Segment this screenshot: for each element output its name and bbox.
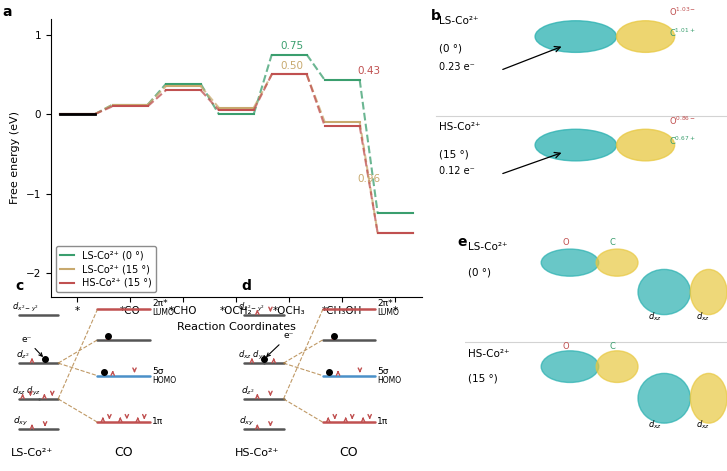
Text: HS-Co²⁺: HS-Co²⁺	[439, 122, 481, 132]
Text: O$^{0.86-}$: O$^{0.86-}$	[669, 114, 696, 127]
Text: 0.75: 0.75	[281, 41, 303, 51]
Text: d: d	[241, 279, 251, 293]
Ellipse shape	[535, 129, 616, 161]
Text: $d_{xz}$ $d_{yz}$: $d_{xz}$ $d_{yz}$	[238, 349, 267, 362]
Text: $d_{x^2-y^2}$: $d_{x^2-y^2}$	[12, 301, 39, 314]
Text: $d_{xz}$: $d_{xz}$	[696, 419, 710, 431]
Text: LS-Co²⁺: LS-Co²⁺	[439, 16, 478, 26]
Text: 2π*: 2π*	[377, 299, 393, 308]
Text: C: C	[609, 341, 615, 350]
Text: LS-Co²⁺: LS-Co²⁺	[11, 448, 53, 458]
Text: a: a	[3, 5, 12, 19]
Text: 2π*: 2π*	[152, 299, 167, 308]
Text: LUMO: LUMO	[377, 308, 399, 317]
Text: C$^{0.67+}$: C$^{0.67+}$	[669, 135, 696, 147]
Text: $d_{z^2}$: $d_{z^2}$	[16, 349, 29, 361]
Text: e⁻: e⁻	[267, 331, 294, 357]
Text: HOMO: HOMO	[152, 376, 176, 385]
Ellipse shape	[616, 21, 675, 52]
Text: HS-Co²⁺: HS-Co²⁺	[468, 349, 510, 358]
Text: C: C	[609, 237, 615, 246]
Text: LUMO: LUMO	[152, 308, 174, 317]
Text: HS-Co²⁺: HS-Co²⁺	[235, 448, 280, 458]
Text: 0.96: 0.96	[357, 174, 380, 184]
Text: $d_{xz}$: $d_{xz}$	[648, 310, 662, 323]
Text: 1π: 1π	[152, 417, 163, 426]
Text: HOMO: HOMO	[377, 376, 401, 385]
Text: C$^{1.01+}$: C$^{1.01+}$	[669, 26, 696, 39]
Text: LS-Co²⁺: LS-Co²⁺	[468, 242, 507, 252]
Legend: LS-Co²⁺ (0 °), LS-Co²⁺ (15 °), HS-Co²⁺ (15 °): LS-Co²⁺ (0 °), LS-Co²⁺ (15 °), HS-Co²⁺ (…	[56, 246, 156, 292]
Text: 0.12 e⁻: 0.12 e⁻	[439, 166, 475, 177]
Text: CO: CO	[114, 446, 133, 459]
Text: b: b	[430, 9, 441, 24]
Text: $d_{xz}$: $d_{xz}$	[648, 419, 662, 431]
Ellipse shape	[691, 269, 727, 315]
Text: 0.23 e⁻: 0.23 e⁻	[439, 63, 475, 73]
Y-axis label: Free energy (eV): Free energy (eV)	[10, 111, 20, 204]
Ellipse shape	[691, 374, 727, 423]
Ellipse shape	[638, 269, 691, 315]
Ellipse shape	[541, 351, 599, 382]
Ellipse shape	[616, 129, 675, 161]
Ellipse shape	[541, 249, 599, 276]
Text: (15 °): (15 °)	[468, 374, 498, 383]
Text: 0.43: 0.43	[357, 66, 380, 76]
Text: CO: CO	[340, 446, 358, 459]
Text: (0 °): (0 °)	[468, 267, 491, 277]
Ellipse shape	[596, 351, 638, 382]
Ellipse shape	[638, 374, 691, 423]
Text: 5σ: 5σ	[377, 367, 389, 376]
Text: (15 °): (15 °)	[439, 150, 469, 160]
Text: $d_{z^2}$: $d_{z^2}$	[241, 384, 254, 397]
Text: $d_{xz}$: $d_{xz}$	[696, 310, 710, 323]
Text: 1π: 1π	[377, 417, 388, 426]
Text: 5σ: 5σ	[152, 367, 164, 376]
Text: 0.50: 0.50	[281, 61, 303, 71]
Text: $d_{x^2-y^2}$: $d_{x^2-y^2}$	[238, 301, 265, 314]
Text: O: O	[562, 341, 569, 350]
Text: c: c	[16, 279, 24, 293]
Text: (0 °): (0 °)	[439, 43, 462, 53]
Text: $d_{xz}$ $d_{yz}$: $d_{xz}$ $d_{yz}$	[12, 385, 41, 398]
Ellipse shape	[535, 21, 616, 52]
Text: O: O	[562, 237, 569, 246]
Text: O$^{1.03-}$: O$^{1.03-}$	[669, 6, 696, 18]
Text: $d_{xy}$: $d_{xy}$	[14, 415, 29, 429]
Ellipse shape	[596, 249, 638, 276]
Text: e⁻: e⁻	[21, 335, 42, 356]
X-axis label: Reaction Coordinates: Reaction Coordinates	[177, 322, 296, 332]
Text: $d_{xy}$: $d_{xy}$	[239, 415, 254, 429]
Text: e: e	[457, 236, 467, 250]
